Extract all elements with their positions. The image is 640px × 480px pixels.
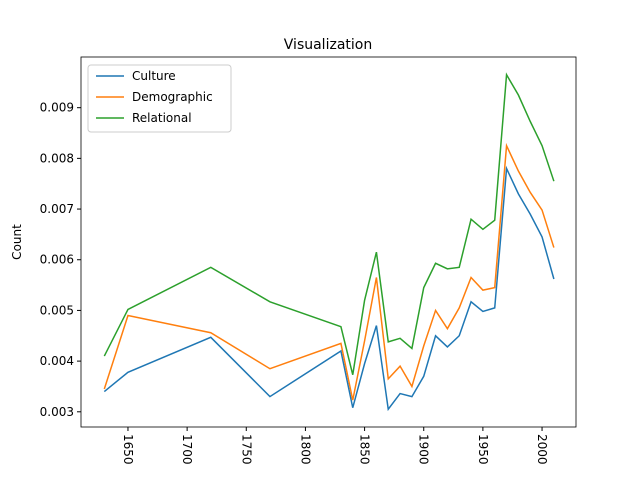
x-tick-label: 2000 [535, 434, 549, 465]
plot-frame [80, 56, 577, 428]
legend-label: Culture [132, 69, 176, 83]
x-tick-label: 1700 [180, 434, 194, 465]
y-tick-label: 0.009 [40, 101, 74, 115]
legend-label: Demographic [132, 90, 213, 104]
y-axis-label: Count [10, 224, 24, 260]
data-line [103, 142, 555, 401]
legend-label: Relational [132, 111, 192, 125]
x-tick-label: 1900 [417, 434, 431, 465]
x-tick-label: 1800 [298, 434, 312, 465]
chart-title: Visualization [284, 37, 372, 53]
y-tick-label: 0.007 [40, 202, 74, 216]
data-line [103, 165, 555, 412]
x-tick-label: 1850 [358, 434, 372, 465]
x-tick-label: 1950 [476, 434, 490, 465]
data-line [103, 72, 555, 375]
y-tick-label: 0.006 [40, 253, 74, 267]
y-tick-label: 0.004 [40, 354, 74, 368]
x-tick-label: 1650 [121, 434, 135, 465]
y-tick-label: 0.008 [40, 151, 74, 165]
legend: Culture Demographic Relational [87, 64, 232, 133]
x-tick-label: 1750 [239, 434, 253, 465]
legend-box [87, 64, 232, 133]
y-tick-label: 0.003 [40, 405, 74, 419]
y-tick-label: 0.005 [40, 303, 74, 317]
